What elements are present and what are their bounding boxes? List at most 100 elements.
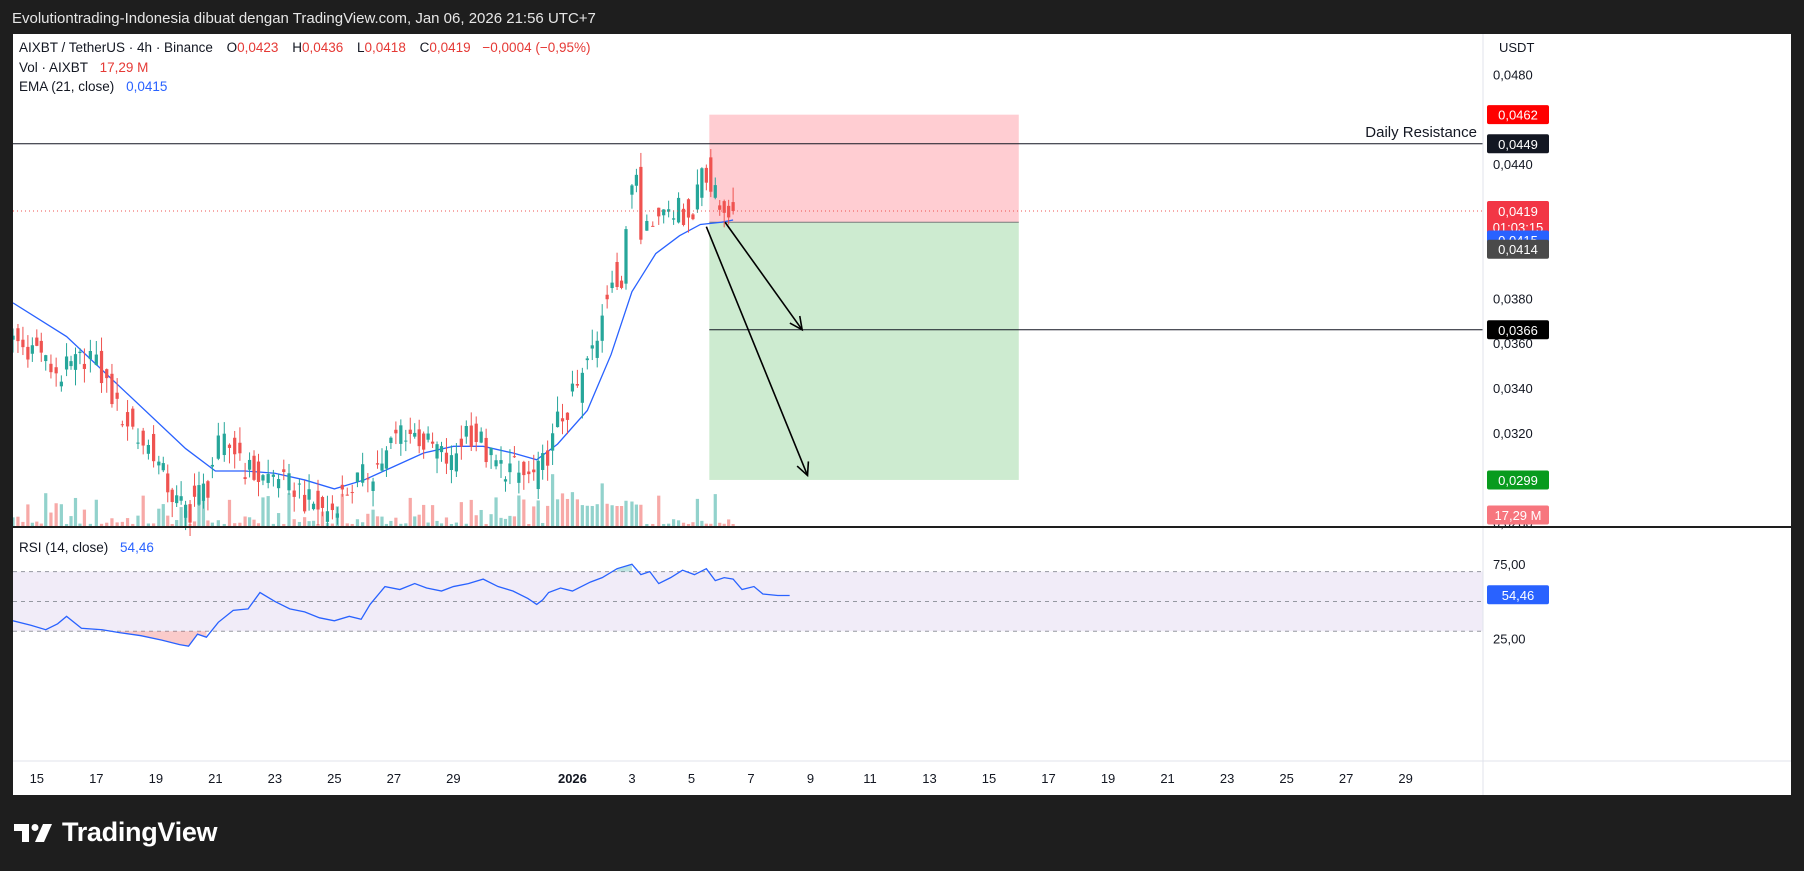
time-tick-label: 25 bbox=[327, 771, 341, 786]
volume-bar bbox=[16, 516, 20, 527]
stop-price-tag bbox=[1487, 105, 1549, 125]
candle bbox=[722, 201, 726, 213]
currency-label[interactable]: USDT bbox=[1499, 40, 1534, 55]
candle bbox=[125, 412, 130, 427]
volume-bar bbox=[489, 514, 493, 527]
volume-bar bbox=[11, 517, 15, 527]
candle bbox=[435, 444, 439, 459]
candle bbox=[709, 157, 713, 192]
volume-bar bbox=[175, 520, 179, 527]
volume-bar bbox=[469, 499, 473, 527]
last-price-tag bbox=[1487, 201, 1549, 238]
volume-bar bbox=[590, 505, 594, 527]
candle bbox=[555, 411, 560, 428]
price-tick-label: 0,0360 bbox=[1493, 336, 1533, 351]
volume-bar bbox=[115, 522, 119, 527]
chart-frame[interactable]: 0,0480 0,0440 0,0380 0,0360 0,0340 0,0320 0,02… bbox=[11, 34, 1791, 795]
volume-bar bbox=[508, 515, 512, 527]
projection-arrow[interactable] bbox=[724, 221, 803, 331]
candle bbox=[619, 280, 624, 288]
target2-price-tag-label: 0,0299 bbox=[1498, 473, 1538, 488]
candle bbox=[179, 496, 183, 501]
candle bbox=[499, 460, 503, 464]
volume-bar bbox=[78, 523, 82, 527]
volume-bar bbox=[479, 509, 483, 527]
candle bbox=[527, 471, 531, 475]
candle bbox=[252, 455, 256, 480]
tradingview-logo[interactable]: TradingView bbox=[14, 817, 218, 848]
candle bbox=[546, 450, 550, 466]
volume-bar bbox=[131, 523, 135, 527]
entry-price-tag bbox=[1487, 239, 1549, 259]
stop-loss-zone[interactable] bbox=[709, 114, 1019, 223]
time-tick-label: 2026 bbox=[558, 771, 587, 786]
volume-bar bbox=[247, 517, 252, 527]
candle bbox=[64, 356, 69, 370]
volume-bar bbox=[297, 521, 302, 527]
time-tick-label: 21 bbox=[1160, 771, 1174, 786]
volume-bar bbox=[709, 523, 713, 527]
candle bbox=[110, 373, 114, 405]
volume-bar bbox=[170, 523, 174, 527]
volume-bar bbox=[161, 504, 165, 527]
time-tick-label: 11 bbox=[863, 771, 877, 786]
projection-arrow[interactable] bbox=[705, 226, 809, 476]
candle bbox=[157, 461, 161, 466]
volume-bar bbox=[595, 504, 599, 527]
volume-bar bbox=[718, 522, 722, 527]
volume-bar bbox=[417, 514, 421, 527]
volume-bar bbox=[686, 523, 691, 527]
volume-bar bbox=[532, 506, 536, 527]
candle bbox=[536, 460, 540, 490]
candle bbox=[59, 381, 63, 387]
take-profit-zone[interactable] bbox=[709, 222, 1019, 480]
price-tick-label: 0,0340 bbox=[1493, 381, 1533, 396]
volume-bar bbox=[136, 515, 140, 527]
volume-bar bbox=[345, 523, 349, 527]
volume-bar bbox=[197, 493, 201, 527]
volume-bar bbox=[307, 521, 311, 527]
volume-bar bbox=[73, 497, 78, 527]
volume-bar bbox=[580, 505, 584, 527]
volume-bar bbox=[166, 515, 170, 527]
time-tick-label: 17 bbox=[89, 771, 103, 786]
chart-svg[interactable]: 0,0480 0,0440 0,0380 0,0360 0,0340 0,0320 0,02… bbox=[11, 34, 1791, 795]
volume-bar bbox=[484, 523, 488, 527]
volume-bar bbox=[517, 495, 521, 527]
symbol-label: AIXBT / TetherUS · 4h · Binance bbox=[19, 40, 213, 55]
volume-bar bbox=[722, 523, 726, 527]
candle bbox=[222, 433, 226, 456]
volume-bar bbox=[21, 521, 25, 527]
volume-bar bbox=[49, 512, 53, 527]
candle bbox=[600, 315, 604, 341]
resistance-price-tag bbox=[1487, 134, 1549, 154]
time-tick-label: 19 bbox=[149, 771, 163, 786]
candle bbox=[439, 446, 444, 453]
candle bbox=[503, 479, 508, 482]
rsi-tick-label: 75,00 bbox=[1493, 557, 1526, 572]
candle bbox=[282, 469, 286, 473]
candle bbox=[316, 490, 320, 510]
volume-bar bbox=[94, 499, 98, 527]
volume-bar bbox=[256, 523, 261, 527]
candle bbox=[325, 511, 330, 522]
volume-bar bbox=[157, 508, 161, 527]
volume-bar bbox=[399, 523, 403, 527]
volume-bar bbox=[413, 516, 417, 527]
candle bbox=[479, 431, 483, 443]
candle bbox=[161, 463, 165, 471]
candle bbox=[575, 384, 580, 386]
candle bbox=[570, 383, 575, 392]
time-tick-label: 5 bbox=[688, 771, 695, 786]
candle bbox=[399, 425, 403, 444]
candle bbox=[417, 429, 421, 447]
volume-bar bbox=[575, 499, 580, 527]
volume-bar bbox=[639, 504, 643, 527]
target2-price-tag bbox=[1487, 470, 1549, 490]
candle bbox=[39, 340, 43, 353]
volume-bar bbox=[222, 523, 226, 527]
volume-bar bbox=[271, 523, 275, 527]
volume-bar bbox=[120, 521, 124, 527]
volume-bar bbox=[550, 474, 555, 527]
candle bbox=[624, 229, 628, 284]
